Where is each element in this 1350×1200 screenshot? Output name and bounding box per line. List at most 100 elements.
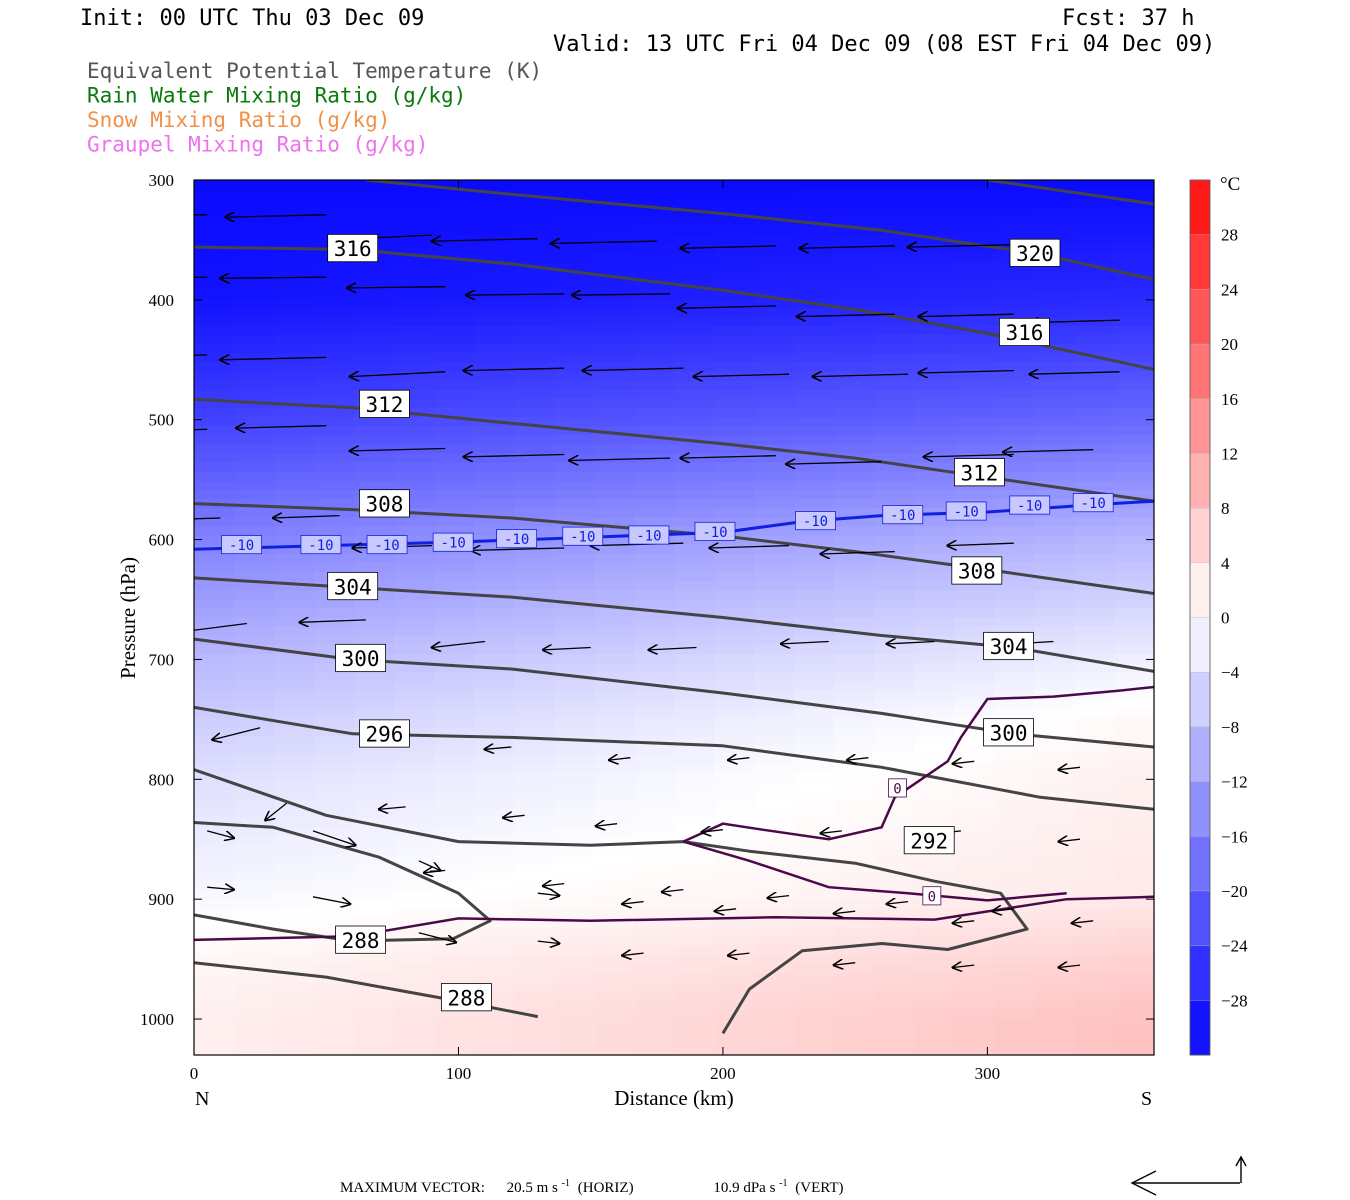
temperature-cell <box>594 581 635 591</box>
temperature-cell <box>234 553 275 564</box>
temperature-cell <box>834 927 875 938</box>
temperature-cell <box>234 499 275 509</box>
temperature-cell <box>1114 426 1154 436</box>
temperature-cell <box>634 334 675 345</box>
temperature-cell <box>994 754 1035 764</box>
temperature-cell <box>554 745 595 755</box>
temperature-cell <box>274 1036 315 1047</box>
temperature-cell <box>234 672 275 682</box>
legend-field-label: Graupel Mixing Ratio (g/kg) <box>87 133 428 157</box>
temperature-cell <box>234 316 275 327</box>
temperature-cell <box>434 581 475 591</box>
temperature-cell <box>1034 745 1075 755</box>
theta-e-label-304-text: 304 <box>990 635 1028 659</box>
temperature-cell <box>874 827 915 837</box>
temperature-cell <box>1114 508 1154 518</box>
temperature-cell <box>714 307 755 318</box>
y-tick-label: 300 <box>149 171 175 190</box>
temperature-cell <box>834 763 875 773</box>
temperature-cell <box>914 945 955 956</box>
temperature-cell <box>754 881 795 892</box>
temperature-cell <box>394 480 435 491</box>
isotherm-minus10-label: -10 <box>628 525 670 545</box>
temperature-cell <box>194 982 235 992</box>
temperature-cell <box>634 180 675 190</box>
temperature-cell <box>1114 1045 1154 1055</box>
temperature-cell <box>554 1036 595 1047</box>
temperature-cell <box>954 854 995 865</box>
temperature-cell <box>834 881 875 892</box>
temperature-cell <box>1114 1018 1154 1029</box>
temperature-cell <box>194 189 235 199</box>
temperature-cell <box>314 644 355 655</box>
temperature-cell <box>1114 252 1154 263</box>
temperature-cell <box>314 435 355 445</box>
temperature-cell <box>474 654 515 664</box>
temperature-cell <box>994 590 1035 600</box>
temperature-cell <box>474 207 515 217</box>
temperature-cell <box>714 644 755 655</box>
temperature-cell <box>834 635 875 646</box>
temperature-cell <box>514 736 555 746</box>
temperature-cell <box>634 982 675 992</box>
temperature-cell <box>594 818 635 828</box>
theta-e-label-300-text: 300 <box>990 721 1028 745</box>
temperature-cell <box>954 307 995 318</box>
temperature-cell <box>554 180 595 190</box>
temperature-cell <box>514 316 555 327</box>
temperature-cell <box>514 982 555 992</box>
temperature-cell <box>874 1000 915 1010</box>
temperature-cell <box>514 271 555 281</box>
temperature-cell <box>394 307 435 318</box>
temperature-cell <box>594 799 635 810</box>
temperature-cell <box>194 1000 235 1010</box>
temperature-cell <box>514 398 555 409</box>
isotherm-minus10-label: -10 <box>882 505 924 525</box>
temperature-cell <box>234 289 275 300</box>
temperature-cell <box>754 781 795 792</box>
temperature-cell <box>1114 435 1154 445</box>
temperature-cell <box>274 726 315 737</box>
temperature-cell <box>354 189 395 199</box>
temperature-cell <box>394 872 435 883</box>
temperature-cell <box>1114 262 1154 272</box>
wind-vector <box>821 831 842 833</box>
temperature-cell <box>514 818 555 828</box>
temperature-cell <box>1034 380 1075 391</box>
temperature-cell <box>794 790 835 801</box>
temperature-cell <box>394 663 435 673</box>
temperature-cell <box>874 608 915 619</box>
temperature-cell <box>1114 991 1154 1001</box>
temperature-cell <box>674 799 715 810</box>
wind-vector <box>312 896 350 904</box>
temperature-cell <box>514 909 555 919</box>
temperature-cell <box>754 754 795 764</box>
temperature-cell <box>634 808 675 819</box>
temperature-cell <box>1114 672 1154 682</box>
temperature-cell <box>914 991 955 1001</box>
temperature-cell <box>434 827 475 837</box>
temperature-cell <box>1074 982 1115 992</box>
temperature-cell <box>834 854 875 865</box>
plot-frame <box>193 179 1155 1056</box>
temperature-cell <box>1034 407 1075 418</box>
temperature-cell <box>754 690 795 701</box>
theta-e-label-312-text: 312 <box>365 393 403 417</box>
temperature-cell <box>354 1036 395 1047</box>
temperature-cell <box>274 672 315 682</box>
temperature-cell <box>834 909 875 919</box>
temperature-cell <box>594 325 635 336</box>
isotherm-zero-label: 0 <box>922 886 942 906</box>
temperature-cell <box>754 991 795 1001</box>
temperature-cell <box>394 225 435 236</box>
temperature-cell <box>674 526 715 537</box>
temperature-cell <box>234 189 275 199</box>
temperature-cell <box>994 271 1035 281</box>
temperature-cell <box>994 991 1035 1001</box>
temperature-cell <box>994 389 1035 400</box>
temperature-cell <box>714 499 755 509</box>
temperature-cell <box>674 262 715 272</box>
temperature-cell <box>594 444 635 454</box>
temperature-cell <box>274 289 315 300</box>
